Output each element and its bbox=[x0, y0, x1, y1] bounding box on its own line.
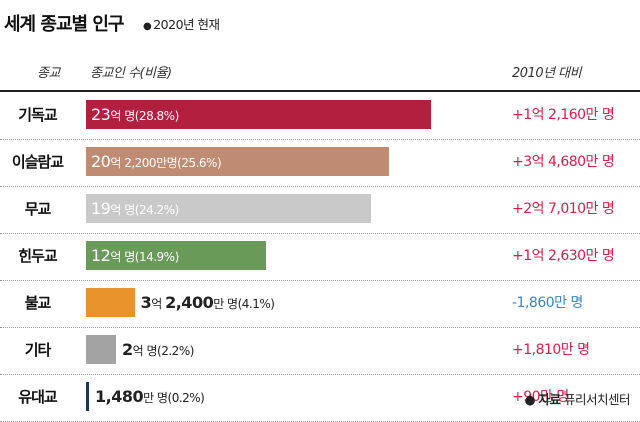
column-header-religion: 종교 bbox=[37, 66, 60, 81]
religion-label: 불교 bbox=[24, 294, 52, 312]
change-value: +1,810만 명 bbox=[512, 342, 590, 358]
religion-label: 힌두교 bbox=[18, 247, 57, 265]
bar-row: 힌두교 12억 명(14.9%) +1억 2,630만 명 bbox=[0, 233, 640, 279]
source-note: ● 자료 퓨리서치센터 bbox=[524, 392, 631, 407]
value-unit: 억 명 bbox=[110, 250, 135, 264]
value-number: 23 bbox=[91, 105, 111, 124]
bar bbox=[86, 194, 371, 223]
value-share: (4.1%) bbox=[237, 297, 275, 311]
bar-value-label: 3억 2,400만 명(4.1%) bbox=[141, 288, 275, 317]
source-label: 자료 bbox=[538, 392, 561, 407]
value-number: 2 bbox=[122, 340, 133, 359]
chart-subtitle: 2020년 현재 bbox=[143, 14, 220, 33]
bar-row: 불교 3억 2,400만 명(4.1%) -1,860만 명 bbox=[0, 280, 640, 326]
value-unit: 억 bbox=[151, 297, 166, 311]
column-header-change: 2010년 대비 bbox=[512, 66, 582, 81]
bar-value-label: 12억 명(14.9%) bbox=[91, 241, 179, 270]
row-separator bbox=[0, 185, 640, 187]
row-separator bbox=[0, 279, 640, 281]
header-rule bbox=[0, 90, 640, 92]
religion-label: 무교 bbox=[24, 200, 52, 218]
value-number: 20 bbox=[91, 152, 111, 171]
bar-value-label: 2억 명(2.2%) bbox=[122, 335, 194, 364]
bar-row: 기독교 23억 명(28.8%) +1억 2,160만 명 bbox=[0, 92, 640, 138]
value-share: (28.8%) bbox=[134, 109, 179, 123]
value-number: 1,480 bbox=[95, 387, 144, 406]
bar-value-label: 20억 2,200만명(25.6%) bbox=[91, 147, 222, 176]
value-share: (2.2%) bbox=[157, 344, 194, 358]
row-separator bbox=[0, 232, 640, 234]
religion-label: 이슬람교 bbox=[11, 153, 64, 171]
bar bbox=[86, 382, 89, 411]
bar bbox=[86, 335, 116, 364]
value-number: 19 bbox=[91, 199, 111, 218]
value-unit: 억 명 bbox=[110, 203, 135, 217]
value-share: (24.2%) bbox=[134, 203, 179, 217]
religion-label: 유대교 bbox=[18, 388, 57, 406]
change-value: +3억 4,680만 명 bbox=[512, 154, 615, 170]
row-separator bbox=[0, 326, 640, 328]
value-unit: 만 명 bbox=[143, 391, 168, 405]
change-value: +90만 명 bbox=[512, 389, 569, 405]
value-number: 3 bbox=[140, 293, 152, 312]
row-separator bbox=[0, 138, 640, 140]
value-number: 12 bbox=[91, 246, 111, 265]
value-share: (14.9%) bbox=[134, 250, 179, 264]
row-separator bbox=[0, 373, 640, 375]
value-number: 2,400 bbox=[165, 293, 214, 312]
bar bbox=[86, 100, 431, 129]
value-unit: 억 명 bbox=[110, 109, 135, 123]
chart-title: 세계 종교별 인구 bbox=[4, 14, 124, 35]
bar-row: 무교 19억 명(24.2%) +2억 7,010만 명 bbox=[0, 186, 640, 232]
value-unit: 억 2,200만명 bbox=[110, 156, 178, 170]
bar-value-label: 19억 명(24.2%) bbox=[91, 194, 179, 223]
row-separator bbox=[0, 420, 640, 422]
bar-row: 유대교 1,480만 명(0.2%) +90만 명 bbox=[0, 374, 640, 420]
bar-value-label: 23억 명(28.8%) bbox=[91, 100, 179, 129]
source-text: 퓨리서치센터 bbox=[563, 392, 631, 407]
bar bbox=[86, 241, 266, 270]
change-value: +1억 2,630만 명 bbox=[512, 248, 615, 264]
bar bbox=[86, 147, 390, 176]
change-value: -1,860만 명 bbox=[512, 295, 583, 311]
value-share: (25.6%) bbox=[177, 156, 222, 170]
bar bbox=[86, 288, 135, 317]
religion-label: 기독교 bbox=[18, 106, 57, 124]
change-value: +2억 7,010만 명 bbox=[512, 201, 615, 217]
column-header-population: 종교인 수(비율) bbox=[90, 66, 172, 81]
bar-row: 기타 2억 명(2.2%) +1,810만 명 bbox=[0, 327, 640, 373]
value-unit: 만 명 bbox=[213, 297, 238, 311]
bar-value-label: 1,480만 명(0.2%) bbox=[95, 382, 205, 411]
value-unit: 억 명 bbox=[132, 344, 158, 358]
religion-label: 기타 bbox=[24, 341, 52, 359]
value-share: (0.2%) bbox=[167, 391, 205, 405]
change-value: +1억 2,160만 명 bbox=[512, 107, 615, 123]
bar-row: 이슬람교 20억 2,200만명(25.6%) +3억 4,680만 명 bbox=[0, 139, 640, 185]
